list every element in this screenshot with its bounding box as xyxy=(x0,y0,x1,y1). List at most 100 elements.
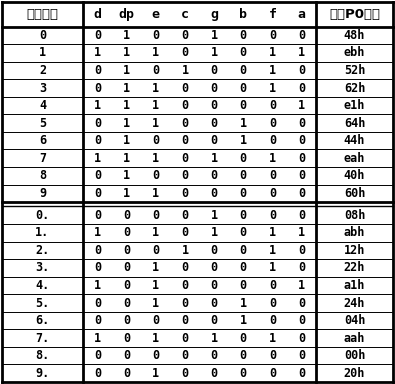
Text: 0: 0 xyxy=(269,314,276,327)
Text: 1: 1 xyxy=(269,226,276,239)
Text: 0: 0 xyxy=(240,332,247,344)
Text: 1: 1 xyxy=(269,262,276,275)
Text: 1: 1 xyxy=(240,314,247,327)
Text: 1: 1 xyxy=(152,81,159,94)
Text: 0: 0 xyxy=(211,262,218,275)
Text: 0: 0 xyxy=(94,209,101,222)
Text: 0: 0 xyxy=(269,367,276,380)
Text: 0: 0 xyxy=(94,64,101,77)
Text: 1: 1 xyxy=(152,332,159,344)
Text: 04h: 04h xyxy=(344,314,365,327)
Text: 1: 1 xyxy=(152,99,159,112)
Text: 6.: 6. xyxy=(35,314,50,327)
Text: f: f xyxy=(268,8,276,21)
Text: 22h: 22h xyxy=(344,262,365,275)
Text: 0: 0 xyxy=(298,134,305,147)
Text: 1: 1 xyxy=(211,332,218,344)
Text: c: c xyxy=(181,8,189,21)
Text: 1: 1 xyxy=(152,152,159,165)
Text: 1: 1 xyxy=(240,134,247,147)
Text: 0: 0 xyxy=(269,209,276,222)
Text: 0: 0 xyxy=(240,262,247,275)
Text: 0: 0 xyxy=(152,64,159,77)
Text: 2.: 2. xyxy=(35,244,50,257)
Text: 1: 1 xyxy=(269,244,276,257)
Text: 0: 0 xyxy=(211,314,218,327)
Text: 0: 0 xyxy=(269,117,276,130)
Text: 1: 1 xyxy=(123,99,130,112)
Text: 0: 0 xyxy=(181,209,188,222)
Text: 0: 0 xyxy=(211,99,218,112)
Text: 0: 0 xyxy=(240,64,247,77)
Text: 0: 0 xyxy=(240,46,247,60)
Text: 0: 0 xyxy=(240,367,247,380)
Text: 0: 0 xyxy=(298,81,305,94)
Text: e: e xyxy=(152,8,160,21)
Text: 52h: 52h xyxy=(344,64,365,77)
Text: a1h: a1h xyxy=(344,279,365,292)
Text: g: g xyxy=(210,8,218,21)
Text: 0: 0 xyxy=(298,262,305,275)
Text: 0: 0 xyxy=(181,99,188,112)
Text: 1: 1 xyxy=(123,46,130,60)
Text: 0: 0 xyxy=(123,226,130,239)
Text: 0: 0 xyxy=(298,209,305,222)
Text: 0: 0 xyxy=(269,187,276,200)
Text: aah: aah xyxy=(344,332,365,344)
Text: 0: 0 xyxy=(211,81,218,94)
Text: 1: 1 xyxy=(269,81,276,94)
Text: d: d xyxy=(94,8,102,21)
Text: 0: 0 xyxy=(298,117,305,130)
Text: 62h: 62h xyxy=(344,81,365,94)
Text: 0: 0 xyxy=(269,296,276,310)
Text: 0: 0 xyxy=(94,262,101,275)
Text: 0: 0 xyxy=(269,279,276,292)
Text: 0: 0 xyxy=(94,117,101,130)
Text: 5: 5 xyxy=(39,117,46,130)
Text: 1: 1 xyxy=(123,81,130,94)
Text: 1: 1 xyxy=(152,117,159,130)
Text: 0: 0 xyxy=(240,81,247,94)
Text: 0: 0 xyxy=(240,152,247,165)
Text: 0: 0 xyxy=(240,209,247,222)
Text: 1: 1 xyxy=(211,226,218,239)
Text: 9.: 9. xyxy=(35,367,50,380)
Text: 0: 0 xyxy=(240,169,247,182)
Text: 12h: 12h xyxy=(344,244,365,257)
Text: 4.: 4. xyxy=(35,279,50,292)
Text: 1: 1 xyxy=(39,46,46,60)
Text: 0: 0 xyxy=(211,187,218,200)
Text: 1: 1 xyxy=(152,296,159,310)
Text: 0: 0 xyxy=(269,29,276,42)
Text: 9: 9 xyxy=(39,187,46,200)
Text: 0: 0 xyxy=(269,349,276,362)
Text: 1: 1 xyxy=(94,46,101,60)
Text: abh: abh xyxy=(344,226,365,239)
Text: b: b xyxy=(239,8,247,21)
Text: 1: 1 xyxy=(269,64,276,77)
Text: 0: 0 xyxy=(181,187,188,200)
Text: 0: 0 xyxy=(94,244,101,257)
Text: 1: 1 xyxy=(269,332,276,344)
Text: a: a xyxy=(297,8,305,21)
Text: 1: 1 xyxy=(123,152,130,165)
Text: 00h: 00h xyxy=(344,349,365,362)
Text: 0: 0 xyxy=(211,244,218,257)
Text: 0: 0 xyxy=(123,367,130,380)
Text: 0: 0 xyxy=(298,296,305,310)
Text: 1: 1 xyxy=(298,279,305,292)
Text: 1: 1 xyxy=(94,332,101,344)
Text: 1: 1 xyxy=(240,296,247,310)
Text: 0: 0 xyxy=(94,169,101,182)
Text: 0: 0 xyxy=(211,117,218,130)
Text: 1: 1 xyxy=(298,226,305,239)
Text: 8.: 8. xyxy=(35,349,50,362)
Text: 24h: 24h xyxy=(344,296,365,310)
Text: 1: 1 xyxy=(152,226,159,239)
Text: 对应P0口値: 对应P0口値 xyxy=(329,8,380,21)
Text: 0: 0 xyxy=(94,296,101,310)
Text: 0: 0 xyxy=(181,29,188,42)
Text: 20h: 20h xyxy=(344,367,365,380)
Text: 1: 1 xyxy=(152,187,159,200)
Text: 0: 0 xyxy=(94,367,101,380)
